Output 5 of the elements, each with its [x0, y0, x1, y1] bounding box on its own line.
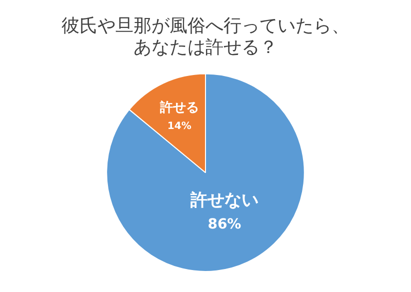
data-label: 86%	[208, 216, 242, 232]
chart-title: 彼氏や旦那が風俗へ行っていたら、あなたは許せる？	[62, 15, 350, 58]
slice-label: 許せない	[189, 190, 258, 210]
data-label: 14%	[167, 120, 192, 132]
slice-label: 許せる	[158, 99, 199, 116]
